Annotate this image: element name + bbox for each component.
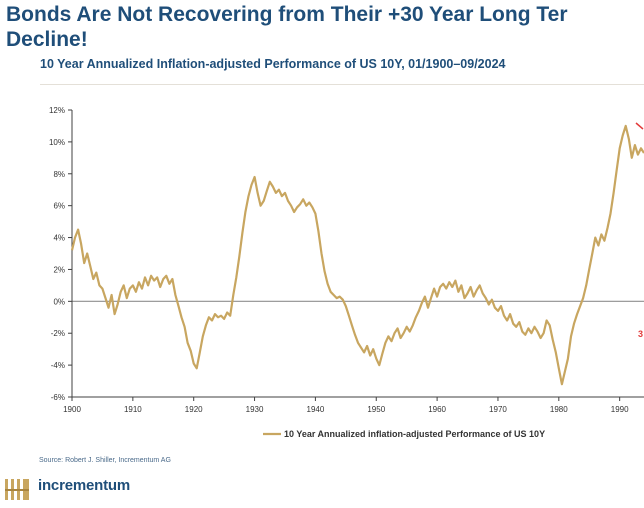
x-tick-label: 1910 <box>124 405 142 414</box>
x-tick-label: 1970 <box>489 405 507 414</box>
logo-band <box>5 489 29 491</box>
logo-stripe <box>20 476 23 500</box>
y-tick-label: 8% <box>53 170 65 179</box>
series-line <box>70 124 644 386</box>
x-tick-label: 1960 <box>428 405 446 414</box>
x-tick-label: 1920 <box>185 405 203 414</box>
y-tick-label: 0% <box>53 297 65 306</box>
x-tick-label: 1900 <box>63 405 81 414</box>
legend-label: 10 Year Annualized inflation-adjusted Pe… <box>284 429 545 439</box>
chart-title: Bonds Are Not Recovering from Their +30 … <box>6 3 568 51</box>
x-tick-label: 1940 <box>307 405 325 414</box>
title-divider <box>40 84 644 85</box>
logo-stripe <box>8 476 11 500</box>
y-axis-ticks: 12% 10% 8% 6% 4% 2% 0% -2% -4% -6% <box>49 106 72 402</box>
y-tick-label: 6% <box>53 202 65 211</box>
line-chart: 12%10%8%6%4%2%0%-2%-4%-6% 1900 1910 1920 19… <box>49 106 644 439</box>
incrementum-logo-icon <box>5 476 29 500</box>
y-tick-label: -4% <box>51 361 65 370</box>
y-tick-label: 10% <box>49 138 65 147</box>
y-tick-label: 4% <box>53 234 65 243</box>
annotation-mark <box>635 122 644 130</box>
x-tick-label: 1930 <box>246 405 264 414</box>
brand-name: incrementum <box>38 477 130 494</box>
x-tick-label: 1990 <box>611 405 629 414</box>
x-axis-ticks: 1900 1910 1920 1930 1940 1950 1960 1970 1980 1990 <box>63 397 629 414</box>
y-tick-label: 12% <box>49 106 65 115</box>
source-note: Source: Robert J. Shiller, Incrementum A… <box>39 457 171 464</box>
x-tick-label: 1980 <box>550 405 568 414</box>
y-tick-label: 2% <box>53 265 65 274</box>
x-tick-label: 1950 <box>367 405 385 414</box>
y-tick-label: -2% <box>51 329 65 338</box>
logo-stripe <box>14 476 17 500</box>
y-tick-label: -6% <box>51 393 65 402</box>
annotation-label: 3 <box>638 329 643 339</box>
legend: 10 Year Annualized inflation-adjusted Pe… <box>263 429 545 439</box>
chart-subtitle: 10 Year Annualized Inflation-adjusted Pe… <box>40 57 506 71</box>
